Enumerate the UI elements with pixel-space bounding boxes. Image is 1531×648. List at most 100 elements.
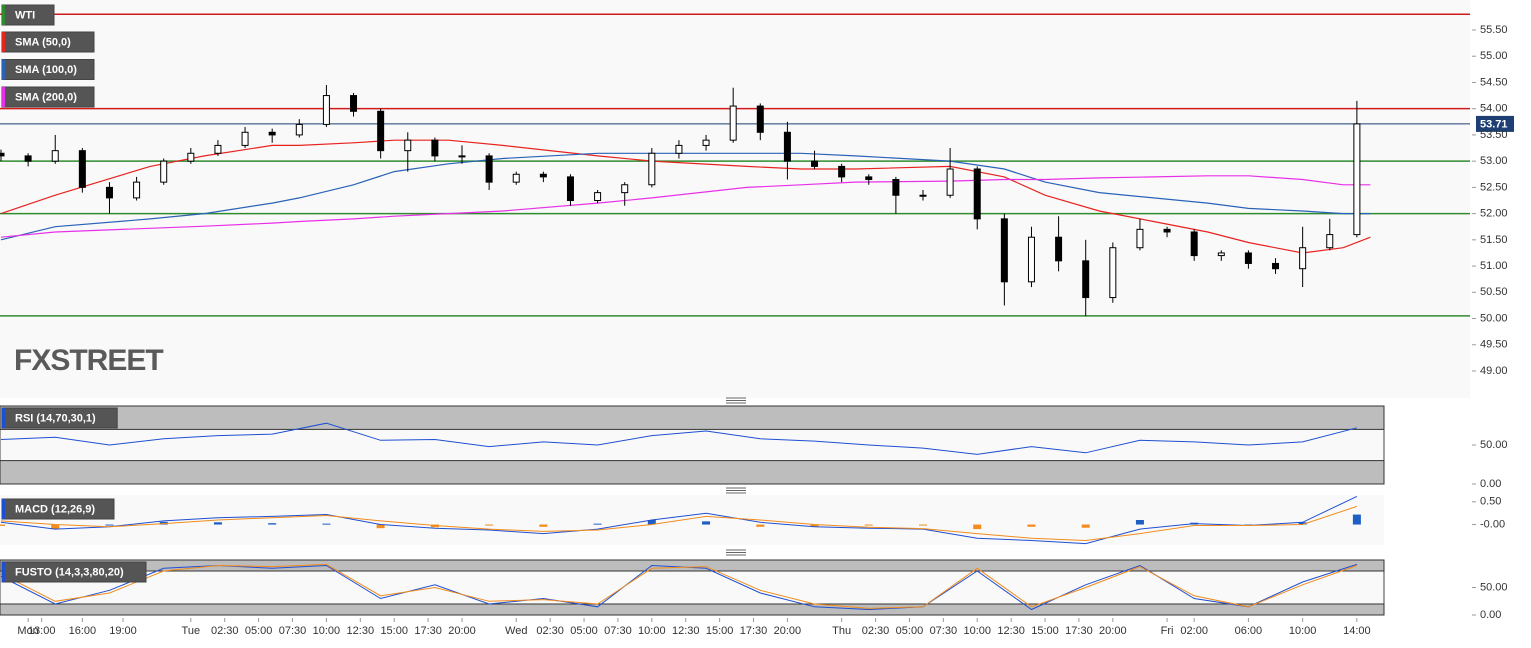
histogram-bar <box>105 524 114 526</box>
candle-body <box>756 105 764 133</box>
y-tick-label: 49.50 <box>1480 339 1508 351</box>
histogram-bar <box>1027 524 1036 527</box>
legend-label: MACD (12,26,9) <box>15 503 95 515</box>
histogram-bar <box>919 524 927 526</box>
candle-body <box>458 155 466 158</box>
histogram-bar <box>485 524 494 526</box>
histogram-bar <box>864 524 873 526</box>
band-lower <box>0 460 1385 485</box>
legend-label: SMA (100,0) <box>15 64 77 76</box>
x-tick-label: Mon <box>17 625 38 637</box>
candle-body <box>1000 218 1008 283</box>
legend-label: WTI <box>15 9 35 21</box>
candle-body <box>1082 260 1090 299</box>
histogram-bar <box>376 524 385 529</box>
candle-body <box>1272 262 1280 270</box>
y-tick-label: 50.00 <box>1480 439 1508 451</box>
plot-background <box>0 0 1470 398</box>
legend-label: SMA (200,0) <box>15 91 77 103</box>
candle-body <box>675 144 683 154</box>
candle-body <box>350 95 358 112</box>
candle-body <box>268 131 276 136</box>
indicator-line <box>0 422 1358 455</box>
x-tick-label: 02:30 <box>862 625 890 637</box>
legend-label: FUSTO (14,3,3,80,20) <box>15 566 124 578</box>
x-tick-label: 10:00 <box>963 625 991 637</box>
x-tick-label: 17:30 <box>414 625 442 637</box>
candle-body <box>811 160 819 167</box>
candle-body <box>648 152 656 186</box>
candle-body <box>946 168 954 196</box>
histogram-bar <box>1081 524 1090 528</box>
x-tick-label: 05:00 <box>896 625 924 637</box>
candle-body <box>838 165 846 178</box>
panel-handle <box>726 397 746 556</box>
x-tick-label: 07:30 <box>604 625 632 637</box>
y-tick-label: 0.00 <box>1480 478 1501 490</box>
candle-body <box>1055 236 1063 262</box>
candle-body <box>1109 247 1117 299</box>
histogram-bar <box>1298 522 1307 525</box>
candle-body <box>1163 228 1171 233</box>
candle-body <box>187 152 195 162</box>
candle-body <box>160 160 168 183</box>
panel-background <box>0 495 1384 545</box>
y-tick-label: 53.00 <box>1480 155 1508 167</box>
candle-body <box>377 110 385 152</box>
candle-body <box>1326 234 1334 249</box>
sma-line <box>0 152 1371 241</box>
x-tick-label: 17:30 <box>740 625 768 637</box>
candle-body <box>1244 252 1252 264</box>
histogram-bar <box>702 521 711 525</box>
x-tick-label: 02:00 <box>1180 625 1208 637</box>
x-tick-label: 10:00 <box>1289 625 1317 637</box>
candle-body <box>919 194 927 197</box>
legend-swatch <box>2 499 5 519</box>
histogram-bar <box>1135 520 1144 525</box>
candle-body <box>322 95 330 125</box>
legend-swatch <box>2 32 5 52</box>
y-tick-label: 54.50 <box>1480 76 1508 88</box>
y-tick-label: 52.00 <box>1480 208 1508 220</box>
candle-body <box>295 123 303 136</box>
macd-line <box>0 505 1358 542</box>
x-tick-label: 12:30 <box>672 625 700 637</box>
indicator-line <box>0 563 1358 609</box>
candle-body <box>1353 123 1361 236</box>
candle-body <box>214 144 222 154</box>
y-tick-label: 53.50 <box>1480 129 1508 141</box>
x-tick-label: Thu <box>832 625 851 637</box>
sma-line <box>0 175 1371 238</box>
candle-body <box>594 192 602 201</box>
x-tick-label: 02:30 <box>536 625 564 637</box>
candle-body <box>78 150 86 188</box>
x-tick-label: 14:00 <box>1343 625 1371 637</box>
histogram-bar <box>810 524 819 527</box>
x-tick-label: 15:00 <box>1031 625 1059 637</box>
y-tick-label: 55.00 <box>1480 50 1508 62</box>
x-tick-label: 07:30 <box>279 625 307 637</box>
y-tick-label: 49.00 <box>1480 365 1508 377</box>
candle-body <box>1217 252 1225 257</box>
candle-body <box>1190 231 1198 257</box>
candle-body <box>431 139 439 157</box>
histogram-bar <box>973 524 982 530</box>
y-tick-label: 50.00 <box>1480 312 1508 324</box>
candle-body <box>51 150 59 162</box>
histogram-bar <box>593 523 602 525</box>
legend-swatch <box>2 5 5 25</box>
histogram-bar <box>756 524 765 527</box>
candle-body <box>865 176 873 181</box>
candle-body <box>105 186 113 199</box>
candle-body <box>24 155 32 162</box>
legend-swatch <box>2 87 5 107</box>
y-tick-label: 50.00 <box>1480 581 1508 593</box>
x-tick-label: 17:30 <box>1065 625 1093 637</box>
legend-swatch <box>2 562 5 582</box>
watermark: FXSTREET <box>14 344 163 377</box>
x-tick-label: 13:00 <box>28 625 56 637</box>
candle-body <box>702 139 710 146</box>
histogram-bar <box>213 522 222 525</box>
